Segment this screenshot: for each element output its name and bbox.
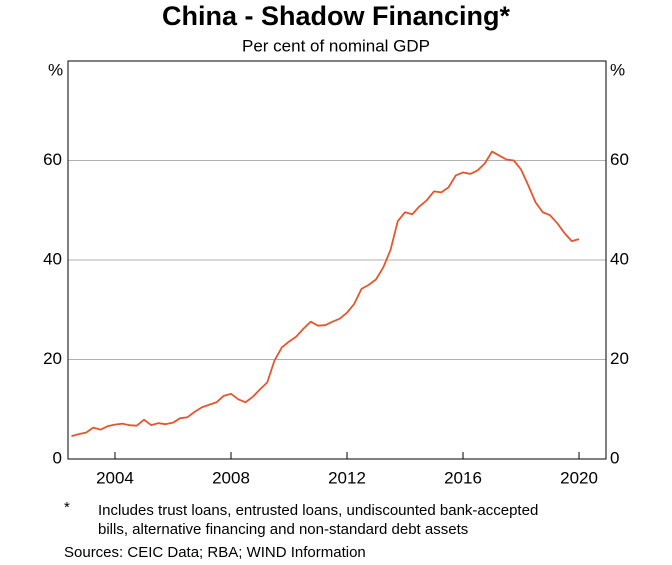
- y-tick-label: 40: [43, 249, 62, 268]
- y2-tick-label: 20: [610, 349, 629, 368]
- y-tick-label: 60: [43, 150, 62, 169]
- x-tick-label: 2008: [212, 468, 250, 487]
- y-tick-label: 20: [43, 349, 62, 368]
- footnote: Includes trust loans, entrusted loans, u…: [98, 502, 538, 519]
- y-tick-label: 0: [53, 448, 62, 467]
- x-tick-label: 2020: [560, 468, 598, 487]
- chart-subtitle: Per cent of nominal GDP: [242, 36, 430, 55]
- y2-tick-label: 40: [610, 249, 629, 268]
- x-tick-label: 2012: [328, 468, 366, 487]
- y2-tick-label: 60: [610, 150, 629, 169]
- footnote: bills, alternative financing and non-sta…: [98, 521, 468, 538]
- chart-title: China - Shadow Financing*: [162, 1, 511, 31]
- x-tick-label: 2004: [96, 468, 134, 487]
- y2-tick-label: 0: [610, 448, 619, 467]
- sources: Sources: CEIC Data; RBA; WIND Informatio…: [64, 544, 366, 561]
- data-line: [71, 150, 580, 437]
- plot-frame: [67, 60, 607, 460]
- footnote-marker: *: [64, 499, 70, 516]
- y-axis-label: %: [48, 60, 63, 79]
- x-tick-label: 2016: [444, 468, 482, 487]
- y2-axis-label: %: [610, 60, 625, 79]
